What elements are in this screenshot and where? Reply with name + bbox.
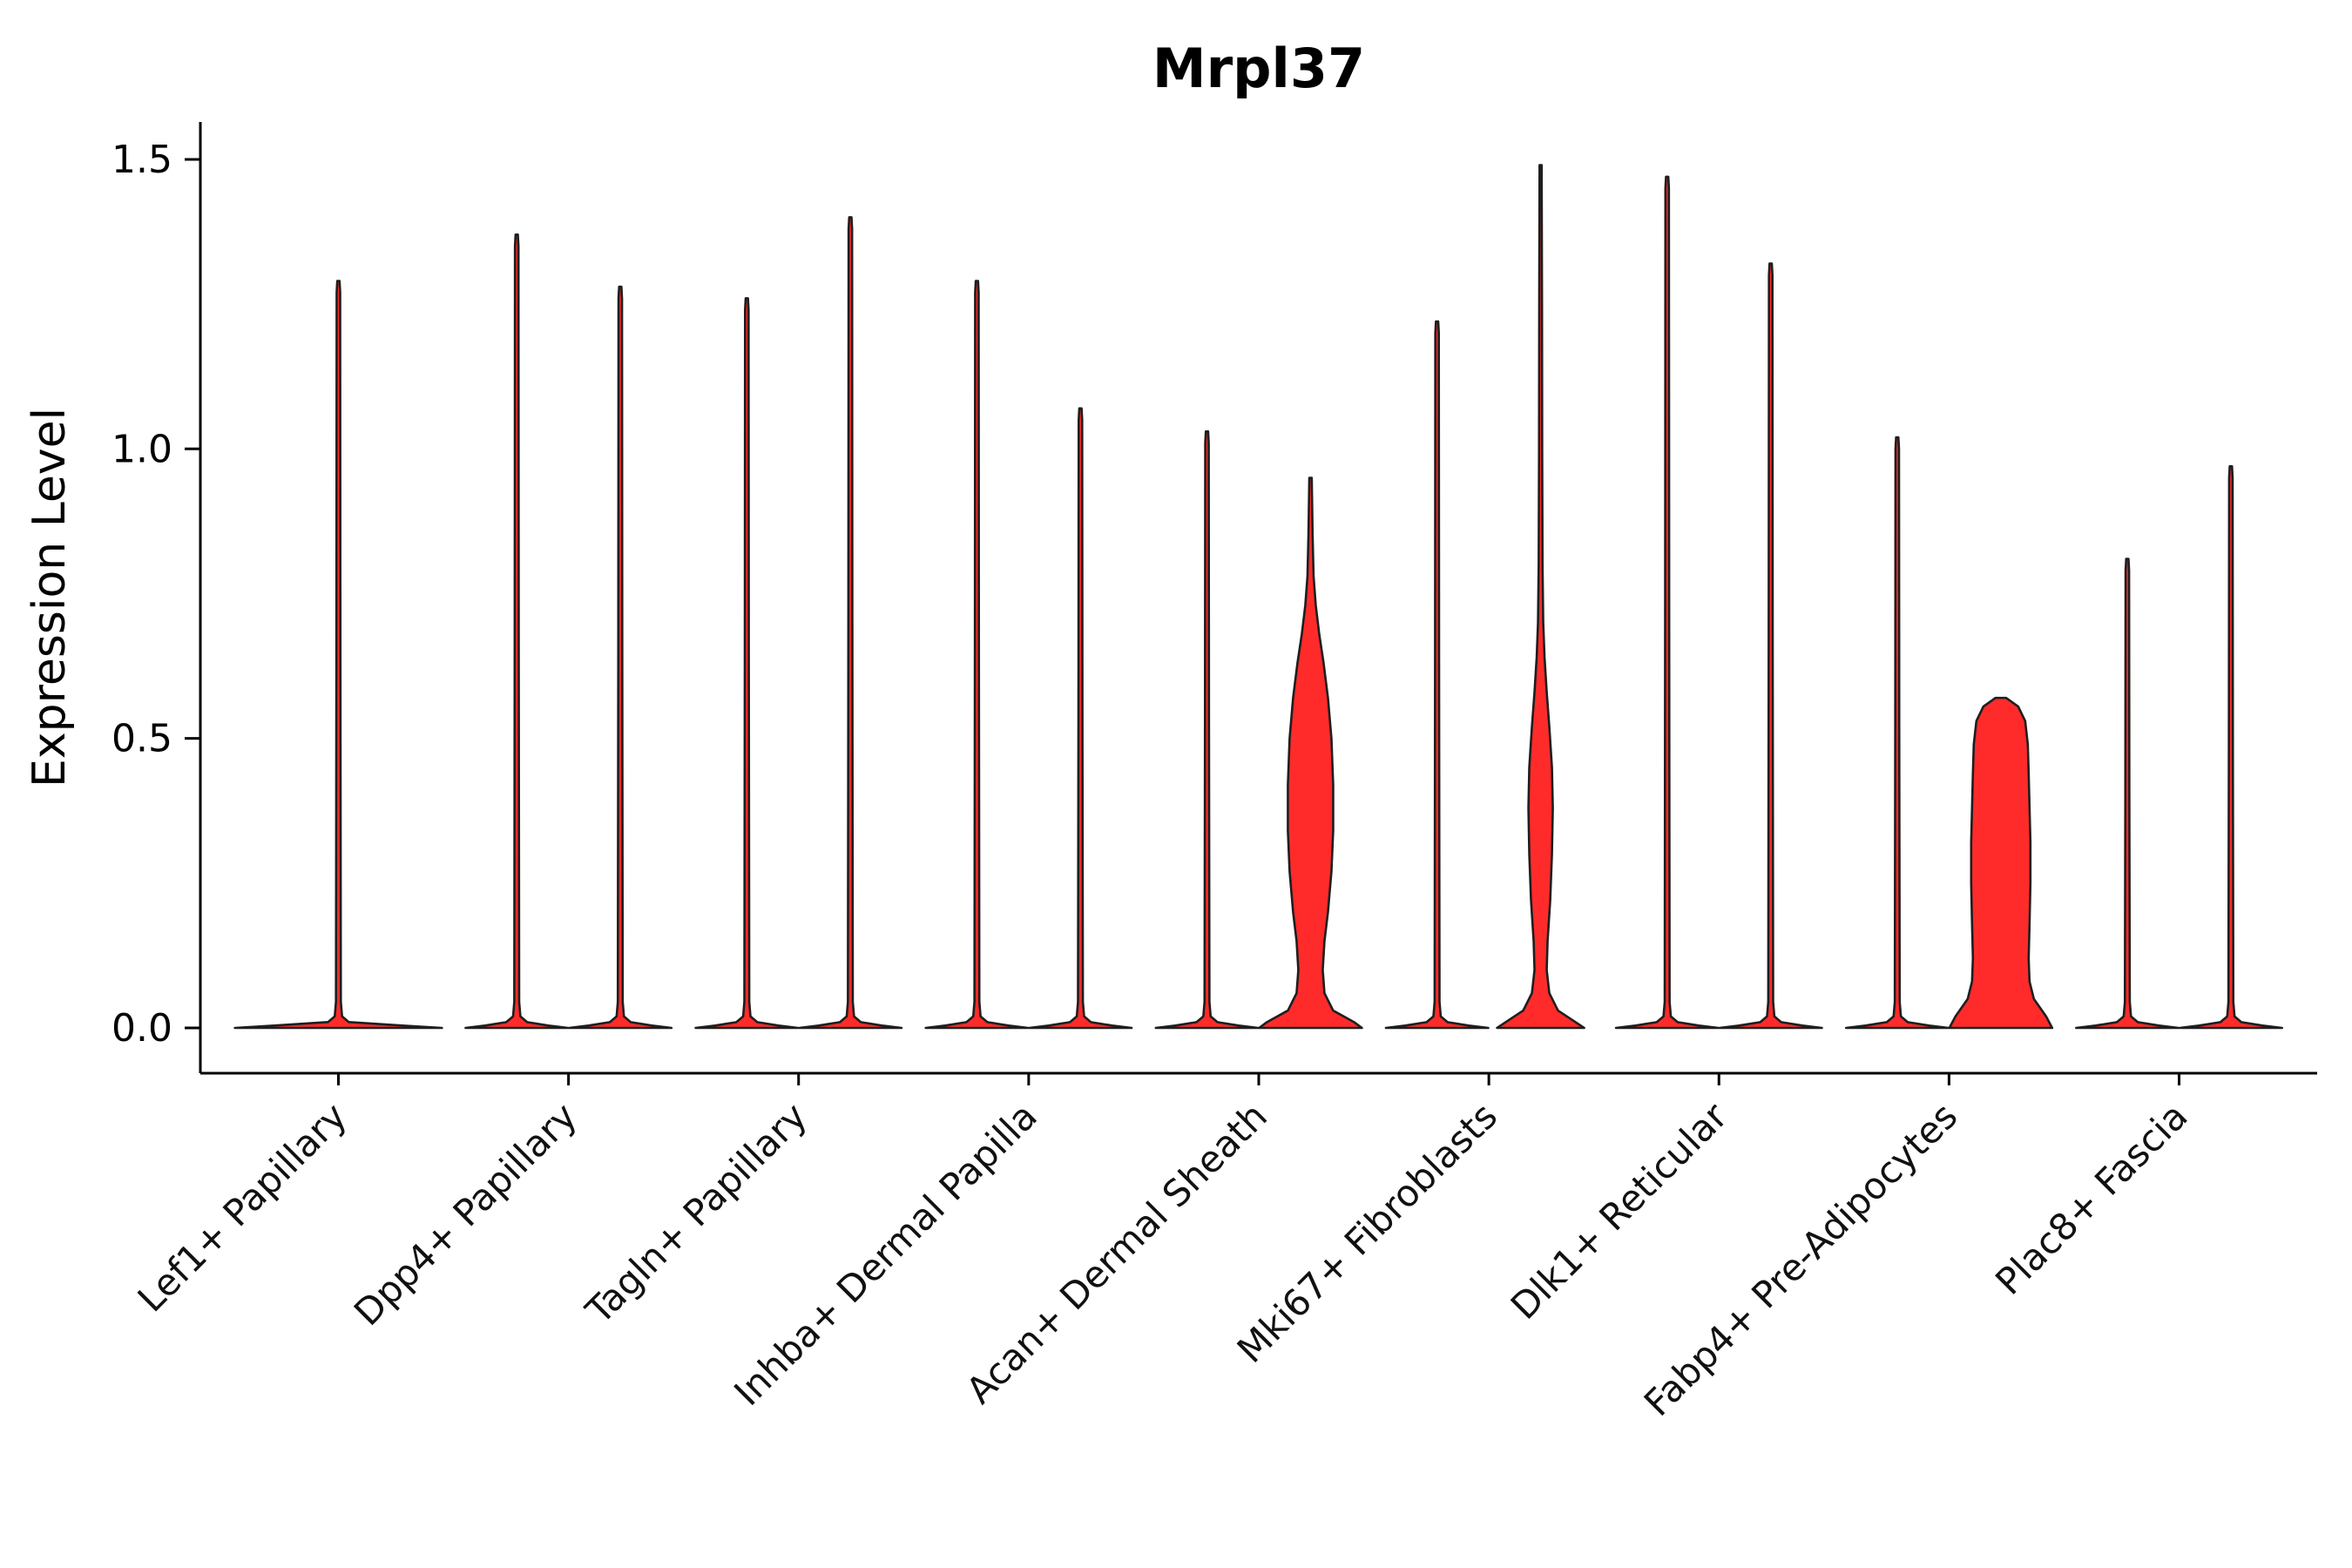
violin-dpp4-papillary-left bbox=[464, 233, 570, 1030]
violin-acan-dermal-sheath-left bbox=[1154, 430, 1260, 1030]
chart-title: Mrpl37 bbox=[1152, 37, 1365, 100]
violin-dpp4-papillary-right bbox=[567, 285, 673, 1030]
violin-inhba-dermal-papilla-right bbox=[1028, 407, 1133, 1030]
x-tick-label: Dpp4+ Papillary bbox=[346, 1094, 585, 1334]
violin-dlk1-reticular-right bbox=[1718, 262, 1823, 1030]
axes: 0.0 0.5 1.0 1.5 bbox=[112, 122, 2317, 1085]
violin-inhba-dermal-papilla-left bbox=[924, 280, 1030, 1030]
violin-mki67-fibroblasts-right bbox=[1496, 164, 1585, 1030]
y-tick-label: 0.0 bbox=[112, 1006, 172, 1051]
x-tick-label: Tagln+ Papillary bbox=[577, 1094, 814, 1332]
violin-tagln-papillary-right bbox=[798, 216, 903, 1030]
y-axis-label: Expression Level bbox=[24, 408, 76, 787]
x-tick-label: Plac8+ Fascia bbox=[1987, 1094, 2195, 1302]
violin-shapes bbox=[233, 164, 2284, 1030]
y-tick-label: 1.5 bbox=[112, 138, 172, 182]
x-tick-label: Dlk1+ Reticular bbox=[1503, 1094, 1736, 1328]
violin-plac8-fascia-right bbox=[2178, 464, 2284, 1030]
violin-fabp4-pre-adipocytes-right bbox=[1948, 696, 2054, 1030]
y-tick-label: 0.5 bbox=[112, 717, 172, 761]
violin-tagln-papillary-left bbox=[694, 297, 800, 1030]
violin-dlk1-reticular-left bbox=[1614, 175, 1720, 1030]
x-tick-label: Lef1+ Papillary bbox=[130, 1094, 355, 1320]
violin-acan-dermal-sheath-right bbox=[1258, 476, 1363, 1030]
violin-plac8-fascia-left bbox=[2075, 558, 2180, 1030]
violin-lef1-papillary-center bbox=[233, 280, 443, 1030]
x-tick-label: Mki67+ Fibroblasts bbox=[1229, 1094, 1505, 1370]
violin-fabp4-pre-adipocytes-left bbox=[1844, 436, 1950, 1030]
y-tick-label: 1.0 bbox=[112, 427, 172, 471]
violin-mki67-fibroblasts-left bbox=[1384, 320, 1490, 1030]
